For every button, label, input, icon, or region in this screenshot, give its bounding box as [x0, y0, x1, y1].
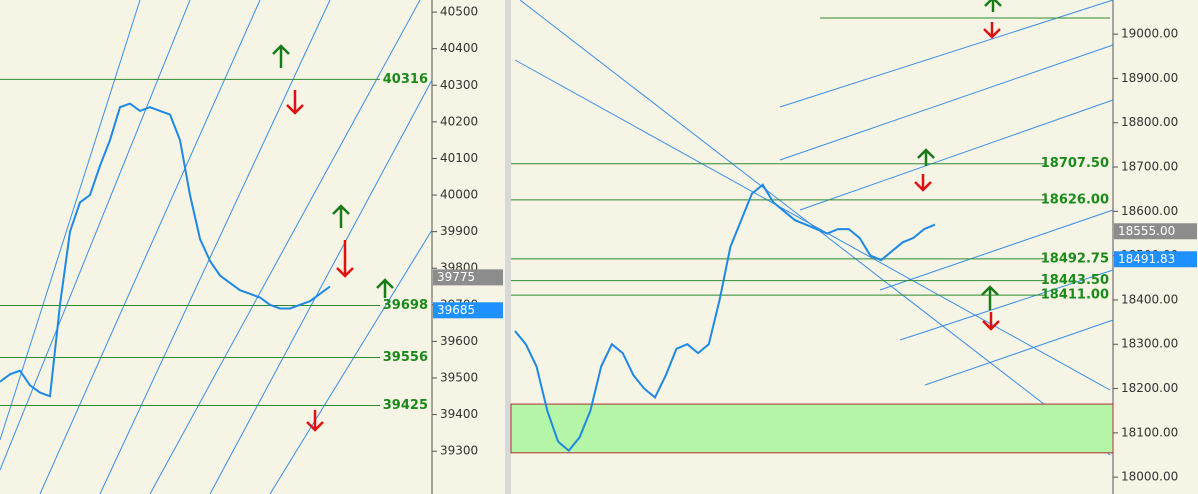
zone	[510, 403, 1114, 454]
y-tick-label: 18900.00	[1121, 71, 1178, 85]
level-label: 18443.50	[1041, 273, 1109, 288]
level-label: 18411.00	[1041, 288, 1109, 303]
price-line	[514, 183, 936, 453]
y-tick-label: 40000	[440, 188, 478, 202]
y-tick-label: 40400	[440, 41, 478, 55]
price-tag-label: 18555.00	[1118, 224, 1175, 238]
y-tick-label: 18600.00	[1121, 204, 1178, 218]
level-label: 40316	[383, 72, 428, 87]
level-label: 18492.75	[1041, 251, 1109, 266]
y-tick-label: 40500	[440, 5, 478, 19]
price-line	[0, 102, 331, 398]
price-tag	[433, 302, 503, 319]
y-tick-label: 18400.00	[1121, 292, 1178, 306]
left-panel	[0, 0, 505, 494]
y-tick-label: 40300	[440, 78, 478, 92]
y-tick-label: 39600	[440, 334, 478, 348]
y-tick-label: 18700.00	[1121, 160, 1178, 174]
y-tick-label: 39300	[440, 444, 478, 458]
price-tag-label: 39775	[437, 270, 475, 284]
y-tick-label: 18800.00	[1121, 115, 1178, 129]
y-tick-label: 18000.00	[1121, 470, 1178, 484]
y-tick-label: 18300.00	[1121, 337, 1178, 351]
level-label: 39556	[383, 350, 428, 365]
price-tag	[1114, 223, 1197, 240]
price-tag	[1114, 251, 1197, 268]
arrows	[272, 0, 1002, 432]
level-label: 18707.50	[1041, 156, 1109, 171]
level-label: 18626.00	[1041, 192, 1109, 207]
y-tick-label: 40200	[440, 114, 478, 128]
y-tick-label: 18200.00	[1121, 381, 1178, 395]
y-tick-label: 39500	[440, 371, 478, 385]
price-tag-label: 39685	[437, 303, 475, 317]
y-tick-label: 19000.00	[1121, 27, 1178, 41]
y-tick-label: 39400	[440, 407, 478, 421]
y-tick-label: 39900	[440, 224, 478, 238]
separator	[505, 0, 511, 494]
y-tick-label: 18100.00	[1121, 425, 1178, 439]
level-label: 39698	[383, 298, 428, 313]
price-tag	[433, 269, 503, 286]
price-tag-label: 18491.83	[1118, 252, 1175, 266]
y-tick-label: 40100	[440, 151, 478, 165]
level-label: 39425	[383, 398, 428, 413]
